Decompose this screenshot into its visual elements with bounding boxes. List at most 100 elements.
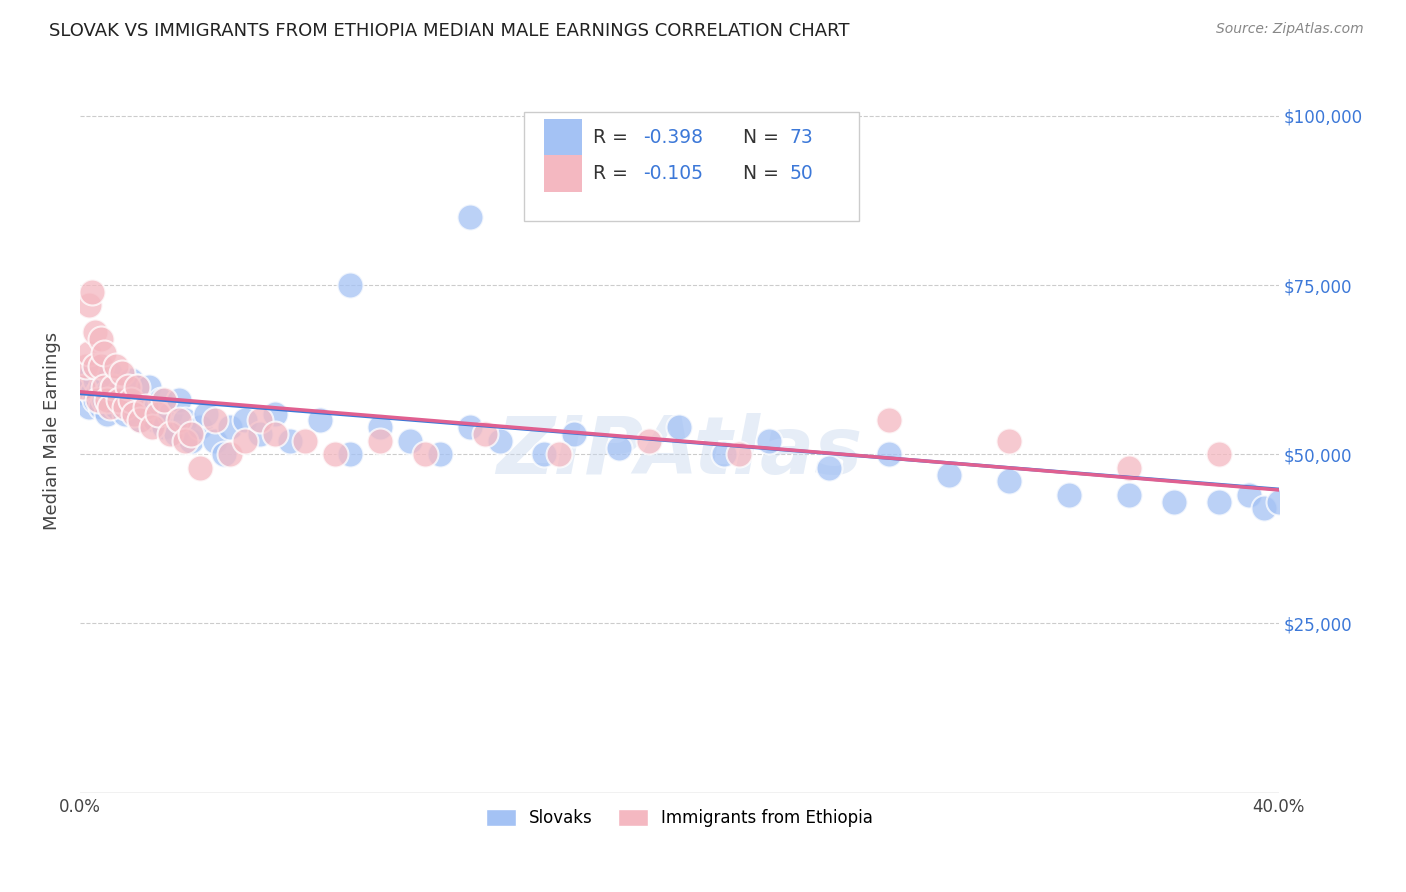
FancyBboxPatch shape	[523, 112, 859, 220]
Slovaks	[111, 393, 134, 408]
Immigrants from Ethiopia	[93, 379, 115, 393]
Slovaks	[877, 447, 900, 461]
Immigrants from Ethiopia	[111, 366, 134, 380]
Text: 50: 50	[790, 164, 814, 183]
Text: Source: ZipAtlas.com: Source: ZipAtlas.com	[1216, 22, 1364, 37]
Slovaks	[1057, 488, 1080, 502]
Immigrants from Ethiopia	[638, 434, 661, 448]
Slovaks	[135, 400, 157, 414]
Slovaks	[125, 379, 148, 393]
Slovaks	[1163, 494, 1185, 508]
Text: SLOVAK VS IMMIGRANTS FROM ETHIOPIA MEDIAN MALE EARNINGS CORRELATION CHART: SLOVAK VS IMMIGRANTS FROM ETHIOPIA MEDIA…	[49, 22, 849, 40]
Legend: Slovaks, Immigrants from Ethiopia: Slovaks, Immigrants from Ethiopia	[478, 800, 882, 835]
Immigrants from Ethiopia	[141, 420, 163, 434]
Immigrants from Ethiopia	[263, 427, 285, 442]
Immigrants from Ethiopia	[93, 345, 115, 359]
Immigrants from Ethiopia	[323, 447, 346, 461]
Slovaks	[80, 386, 103, 401]
Immigrants from Ethiopia	[80, 285, 103, 299]
Immigrants from Ethiopia	[218, 447, 240, 461]
Slovaks	[368, 420, 391, 434]
Slovaks	[609, 441, 631, 455]
Slovaks	[1118, 488, 1140, 502]
Slovaks	[218, 420, 240, 434]
Immigrants from Ethiopia	[1118, 460, 1140, 475]
Text: N =: N =	[742, 128, 785, 147]
Slovaks	[278, 434, 301, 448]
Slovaks	[117, 386, 139, 401]
Immigrants from Ethiopia	[188, 460, 211, 475]
Immigrants from Ethiopia	[90, 359, 112, 374]
Slovaks	[72, 386, 94, 401]
Immigrants from Ethiopia	[167, 413, 190, 427]
Immigrants from Ethiopia	[135, 400, 157, 414]
FancyBboxPatch shape	[544, 120, 582, 155]
Slovaks	[173, 413, 195, 427]
Slovaks	[458, 211, 481, 225]
Slovaks	[308, 413, 330, 427]
Slovaks	[212, 447, 235, 461]
Immigrants from Ethiopia	[548, 447, 571, 461]
Immigrants from Ethiopia	[101, 379, 124, 393]
Immigrants from Ethiopia	[77, 298, 100, 312]
Immigrants from Ethiopia	[146, 407, 169, 421]
Immigrants from Ethiopia	[249, 413, 271, 427]
Text: -0.105: -0.105	[644, 164, 703, 183]
Slovaks	[93, 393, 115, 408]
Slovaks	[938, 467, 960, 482]
Slovaks	[101, 379, 124, 393]
Slovaks	[194, 407, 217, 421]
Slovaks	[1237, 488, 1260, 502]
Immigrants from Ethiopia	[104, 359, 127, 374]
Slovaks	[83, 393, 105, 408]
Text: R =: R =	[593, 128, 634, 147]
Slovaks	[758, 434, 780, 448]
Slovaks	[263, 407, 285, 421]
Immigrants from Ethiopia	[120, 393, 142, 408]
Slovaks	[83, 373, 105, 387]
Slovaks	[104, 400, 127, 414]
Immigrants from Ethiopia	[368, 434, 391, 448]
Slovaks	[80, 366, 103, 380]
Immigrants from Ethiopia	[204, 413, 226, 427]
Slovaks	[818, 460, 841, 475]
Slovaks	[77, 400, 100, 414]
Immigrants from Ethiopia	[77, 345, 100, 359]
Slovaks	[90, 359, 112, 374]
Slovaks	[233, 413, 256, 427]
Slovaks	[398, 434, 420, 448]
FancyBboxPatch shape	[544, 155, 582, 192]
Slovaks	[90, 379, 112, 393]
Slovaks	[1268, 494, 1291, 508]
Slovaks	[96, 407, 118, 421]
Slovaks	[339, 278, 361, 293]
Slovaks	[98, 366, 121, 380]
Slovaks	[1208, 494, 1230, 508]
Slovaks	[138, 379, 160, 393]
Text: R =: R =	[593, 164, 634, 183]
Slovaks	[75, 373, 97, 387]
Slovaks	[114, 407, 136, 421]
Text: -0.398: -0.398	[644, 128, 703, 147]
Slovaks	[93, 373, 115, 387]
Immigrants from Ethiopia	[128, 413, 150, 427]
Immigrants from Ethiopia	[159, 427, 181, 442]
Slovaks	[149, 393, 172, 408]
Slovaks	[998, 475, 1021, 489]
Slovaks	[1253, 501, 1275, 516]
Slovaks	[143, 413, 166, 427]
Immigrants from Ethiopia	[474, 427, 496, 442]
Slovaks	[128, 413, 150, 427]
Immigrants from Ethiopia	[233, 434, 256, 448]
Slovaks	[458, 420, 481, 434]
Immigrants from Ethiopia	[98, 400, 121, 414]
Immigrants from Ethiopia	[173, 434, 195, 448]
Slovaks	[339, 447, 361, 461]
Immigrants from Ethiopia	[998, 434, 1021, 448]
Immigrants from Ethiopia	[108, 393, 131, 408]
Slovaks	[165, 427, 187, 442]
Slovaks	[159, 407, 181, 421]
Slovaks	[167, 393, 190, 408]
Immigrants from Ethiopia	[153, 393, 176, 408]
Immigrants from Ethiopia	[413, 447, 436, 461]
